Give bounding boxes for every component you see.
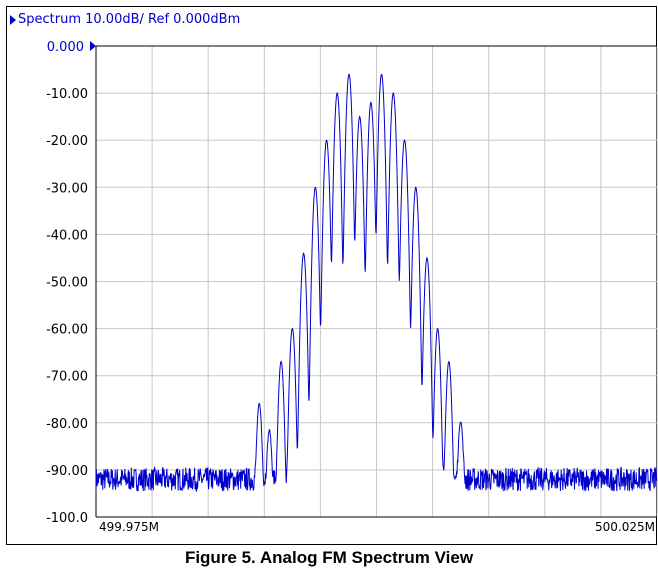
ref-level-marker-icon[interactable] [90, 41, 96, 51]
x-tick-label-end: 500.025M [595, 520, 655, 534]
plot-frame [6, 6, 657, 545]
y-tick-label: -60.00 [46, 323, 88, 338]
y-tick-label: -20.00 [46, 134, 88, 149]
y-tick-label: -100.0 [46, 511, 88, 526]
y-tick-label: -10.00 [46, 87, 88, 102]
grid [95, 45, 658, 518]
trace-header[interactable]: Spectrum 10.00dB/ Ref 0.000dBm [10, 12, 240, 27]
y-tick-label: -50.00 [46, 276, 88, 291]
ref-level-marker[interactable] [90, 41, 96, 51]
x-tick-label-start: 499.975M [99, 520, 159, 534]
trace-title: Spectrum 10.00dB/ Ref 0.000dBm [18, 12, 241, 27]
spectrum-chart: 0.000 -10.00 -20.00 -30.00 -40.00 -50.00 -60.0… [46, 40, 658, 534]
y-tick-label: -90.00 [46, 464, 88, 479]
trace-marker-icon [10, 14, 16, 25]
spectrum-trace [95, 73, 658, 492]
y-tick-label: 0.000 [47, 40, 84, 55]
figure-caption: Figure 5. Analog FM Spectrum View [184, 548, 474, 567]
y-axis-labels: 0.000 -10.00 -20.00 -30.00 -40.00 -50.00 -60.0… [46, 40, 88, 526]
x-axis-labels: 499.975M 500.025M [99, 520, 655, 534]
y-tick-label: -70.00 [46, 370, 88, 385]
y-tick-label: -80.00 [46, 417, 88, 432]
y-tick-label: -40.00 [46, 228, 88, 243]
y-tick-label: -30.00 [46, 181, 88, 196]
